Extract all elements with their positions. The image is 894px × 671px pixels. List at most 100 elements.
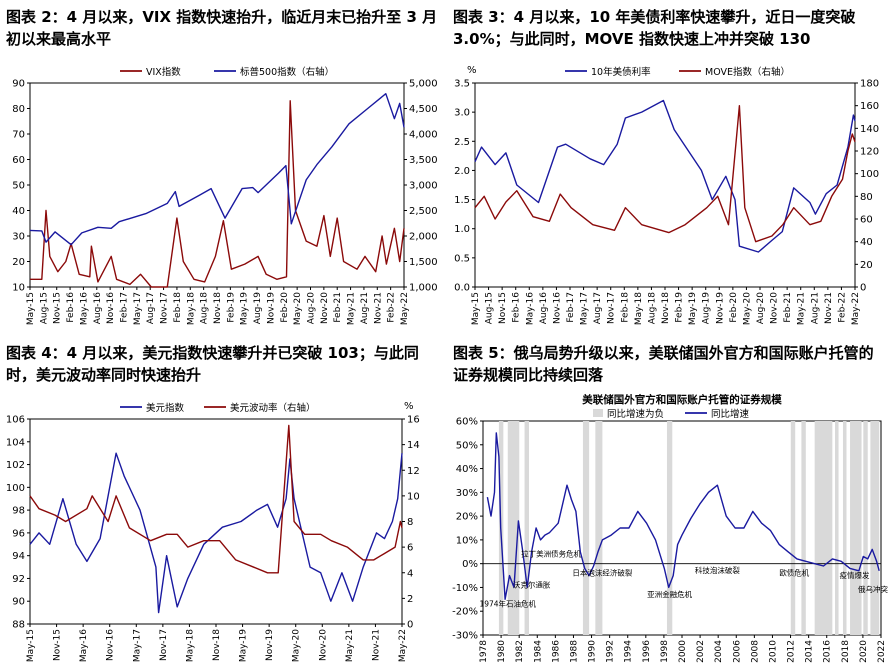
y-left-tick-label: 1.0 [454,224,470,235]
x-tick-label: Feb-18 [173,292,183,323]
event-annotation: 拉丁美洲债务危机 [521,549,581,559]
x-tick-label: May-20 [292,629,302,662]
y-right-tick-label: 8 [407,517,413,528]
x-tick-label: 2014 [805,640,815,663]
x-tick-label: 2010 [768,640,778,663]
y-right-tick-label: 16 [407,415,420,426]
x-tick-label: Feb-16 [66,292,76,323]
x-tick-label: May-20 [742,292,752,325]
y-right-tick-label: 120 [860,147,879,158]
legend-swatch [593,409,603,417]
x-tick-label: Feb-19 [226,292,236,323]
y-left-tick-label: 10 [12,283,25,294]
x-tick-label: May-18 [186,292,196,325]
y-left-tick-label: 3.5 [454,79,470,90]
x-tick-label: Nov-19 [266,292,276,324]
y-right-tick-label: 4 [407,568,413,579]
y-left-tick-label: -20% [452,607,478,618]
y-right-tick-label: 5,000 [409,79,438,90]
x-tick-label: Nov-21 [371,629,381,661]
y-right-tick-label: 2,500 [409,206,438,217]
x-tick-label: Feb-19 [675,292,685,323]
y-right-tick-label: 3,000 [409,181,438,192]
fig3-panel: 图表 3：4 月以来，10 年美债利率快速攀升，近日一度突破 3.0%；与此同时… [447,0,894,335]
negative-shade [801,421,806,635]
plot-frame [29,418,403,625]
negative-shade [666,421,673,635]
series-line-0 [30,100,405,288]
y-left-tick-label: 50% [456,440,478,451]
y-left-tick-label: 0.5 [454,253,470,264]
x-tick-label: Nov-15 [498,292,508,324]
y-left-tick-label: 40 [12,206,25,217]
y-left-tick-label: 0% [462,559,478,570]
y-right-tick-label: 3,500 [409,155,438,166]
negative-shade [595,421,603,635]
y-left-tick-label: 20 [12,257,25,268]
fig5-panel: 图表 5：俄乌局势升级以来，美联储国外官方和国际账户托管的证券规模同比持续回落 … [447,336,894,671]
y-right-tick-label: 20 [860,260,873,271]
legend-label: MOVE指数（右轴） [705,66,790,78]
series-line-1 [29,424,403,574]
y-left-tick-label: 60% [456,417,478,428]
y-left-tick-label: 100 [6,483,25,494]
legend-label: 同比增速 [711,408,750,420]
x-tick-label: 2002 [696,640,706,663]
x-tick-label: May-16 [525,292,535,325]
event-annotation: 1974年石油危机 [479,598,536,608]
y-left-tick-label: 92 [12,574,25,585]
x-tick-label: Nov-16 [552,292,562,324]
y-right-tick-label: 12 [407,466,420,477]
y-left-tick-label: 104 [6,437,25,448]
y-left-tick-label: 30% [456,488,478,499]
negative-shade [582,421,590,635]
legend-label: 美元指数 [146,402,185,414]
legend-label: 同比增速为负 [607,408,664,420]
x-tick-label: 2008 [750,640,760,663]
x-tick-label: Nov-16 [106,629,116,661]
x-tick-label: Feb-21 [333,292,343,323]
x-tick-label: Aug-18 [200,292,210,325]
plot-frame [29,82,405,288]
x-tick-label: Aug-16 [93,292,103,325]
x-tick-label: May-19 [688,292,698,325]
y-left-tick-label: 88 [12,620,25,631]
x-tick-label: Nov-16 [106,292,116,324]
y-left-tick-label: 94 [12,551,25,562]
x-tick-label: 1996 [642,640,652,663]
event-annotation: 俄乌冲突 [858,584,888,594]
y-left-tick-label: 80 [12,104,25,115]
x-tick-label: May-20 [293,292,303,325]
y-left-tick-label: 60 [12,155,25,166]
x-tick-label: 1992 [606,640,616,663]
x-tick-label: Aug-19 [702,292,712,325]
event-annotation: 沃克尔通胀 [513,579,551,589]
x-tick-label: 2000 [678,640,688,663]
x-tick-label: Nov-18 [661,292,671,324]
x-tick-label: May-16 [79,629,89,662]
x-tick-label: Aug-17 [593,292,603,324]
series-line-0 [29,452,403,614]
x-tick-label: Aug-18 [647,292,657,325]
y-right-tick-label: 100 [860,169,879,180]
x-tick-label: Feb-20 [729,292,739,323]
y-left-tick-label: 10% [456,535,478,546]
x-tick-label: Nov-19 [265,629,275,661]
x-tick-label: May-18 [634,292,644,325]
x-tick-label: Aug-20 [756,292,766,325]
y-left-tick-label: 90 [12,79,25,90]
x-tick-label: 1998 [660,640,670,663]
y-left-tick-label: 2.5 [454,137,470,148]
negative-shade [814,421,833,635]
y-left-tick-label: -10% [452,583,478,594]
x-tick-label: 1994 [624,640,634,663]
x-tick-label: May-19 [239,629,249,662]
x-tick-label: Aug-21 [810,292,820,324]
fig2-chart: 10 20 30 40 50 60 70 80 90 1,000 1,500 2,000 2,500 3,… [12,66,438,325]
x-tick-label: 2016 [823,640,833,663]
y-right-tick-label: 2 [407,594,413,605]
x-tick-label: May-21 [345,629,355,662]
fig3-heading: 图表 3：4 月以来，10 年美债利率快速攀升，近日一度突破 3.0%；与此同时… [453,8,856,48]
x-tick-label: Aug-16 [539,292,549,325]
x-tick-label: Aug-17 [146,292,156,324]
